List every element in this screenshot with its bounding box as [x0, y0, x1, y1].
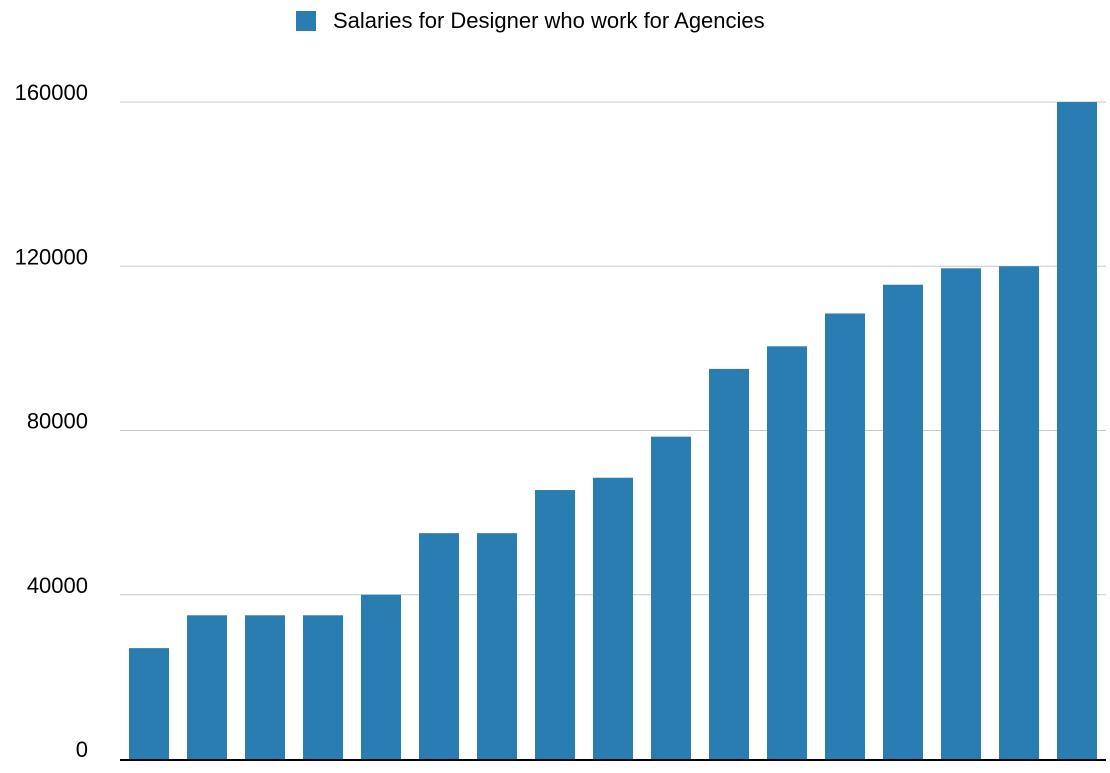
bar-17 [1056, 102, 1098, 759]
y-tick-label: 120000 [15, 244, 88, 269]
y-tick-label: 80000 [27, 409, 88, 434]
bar-15 [940, 268, 982, 759]
bar-5 [360, 594, 402, 759]
bar-14 [882, 284, 924, 759]
bar-16 [998, 266, 1040, 759]
y-tick-label: 40000 [27, 573, 88, 598]
legend-swatch [296, 11, 316, 31]
bar-4 [302, 615, 344, 759]
bar-1 [128, 648, 170, 759]
bar-13 [824, 313, 866, 759]
bar-7 [476, 533, 518, 759]
bar-12 [766, 346, 808, 759]
legend-label: Salaries for Designer who work for Agenc… [333, 8, 765, 33]
y-tick-label: 160000 [15, 80, 88, 105]
bar-10 [650, 436, 692, 759]
bar-8 [534, 490, 576, 759]
bar-11 [708, 368, 750, 759]
bar-2 [186, 615, 228, 759]
bar-9 [592, 477, 634, 759]
y-tick-label: 0 [76, 737, 88, 762]
bar-6 [418, 533, 460, 759]
legend: Salaries for Designer who work for Agenc… [296, 6, 765, 36]
bar-3 [244, 615, 286, 759]
bars [128, 102, 1098, 759]
